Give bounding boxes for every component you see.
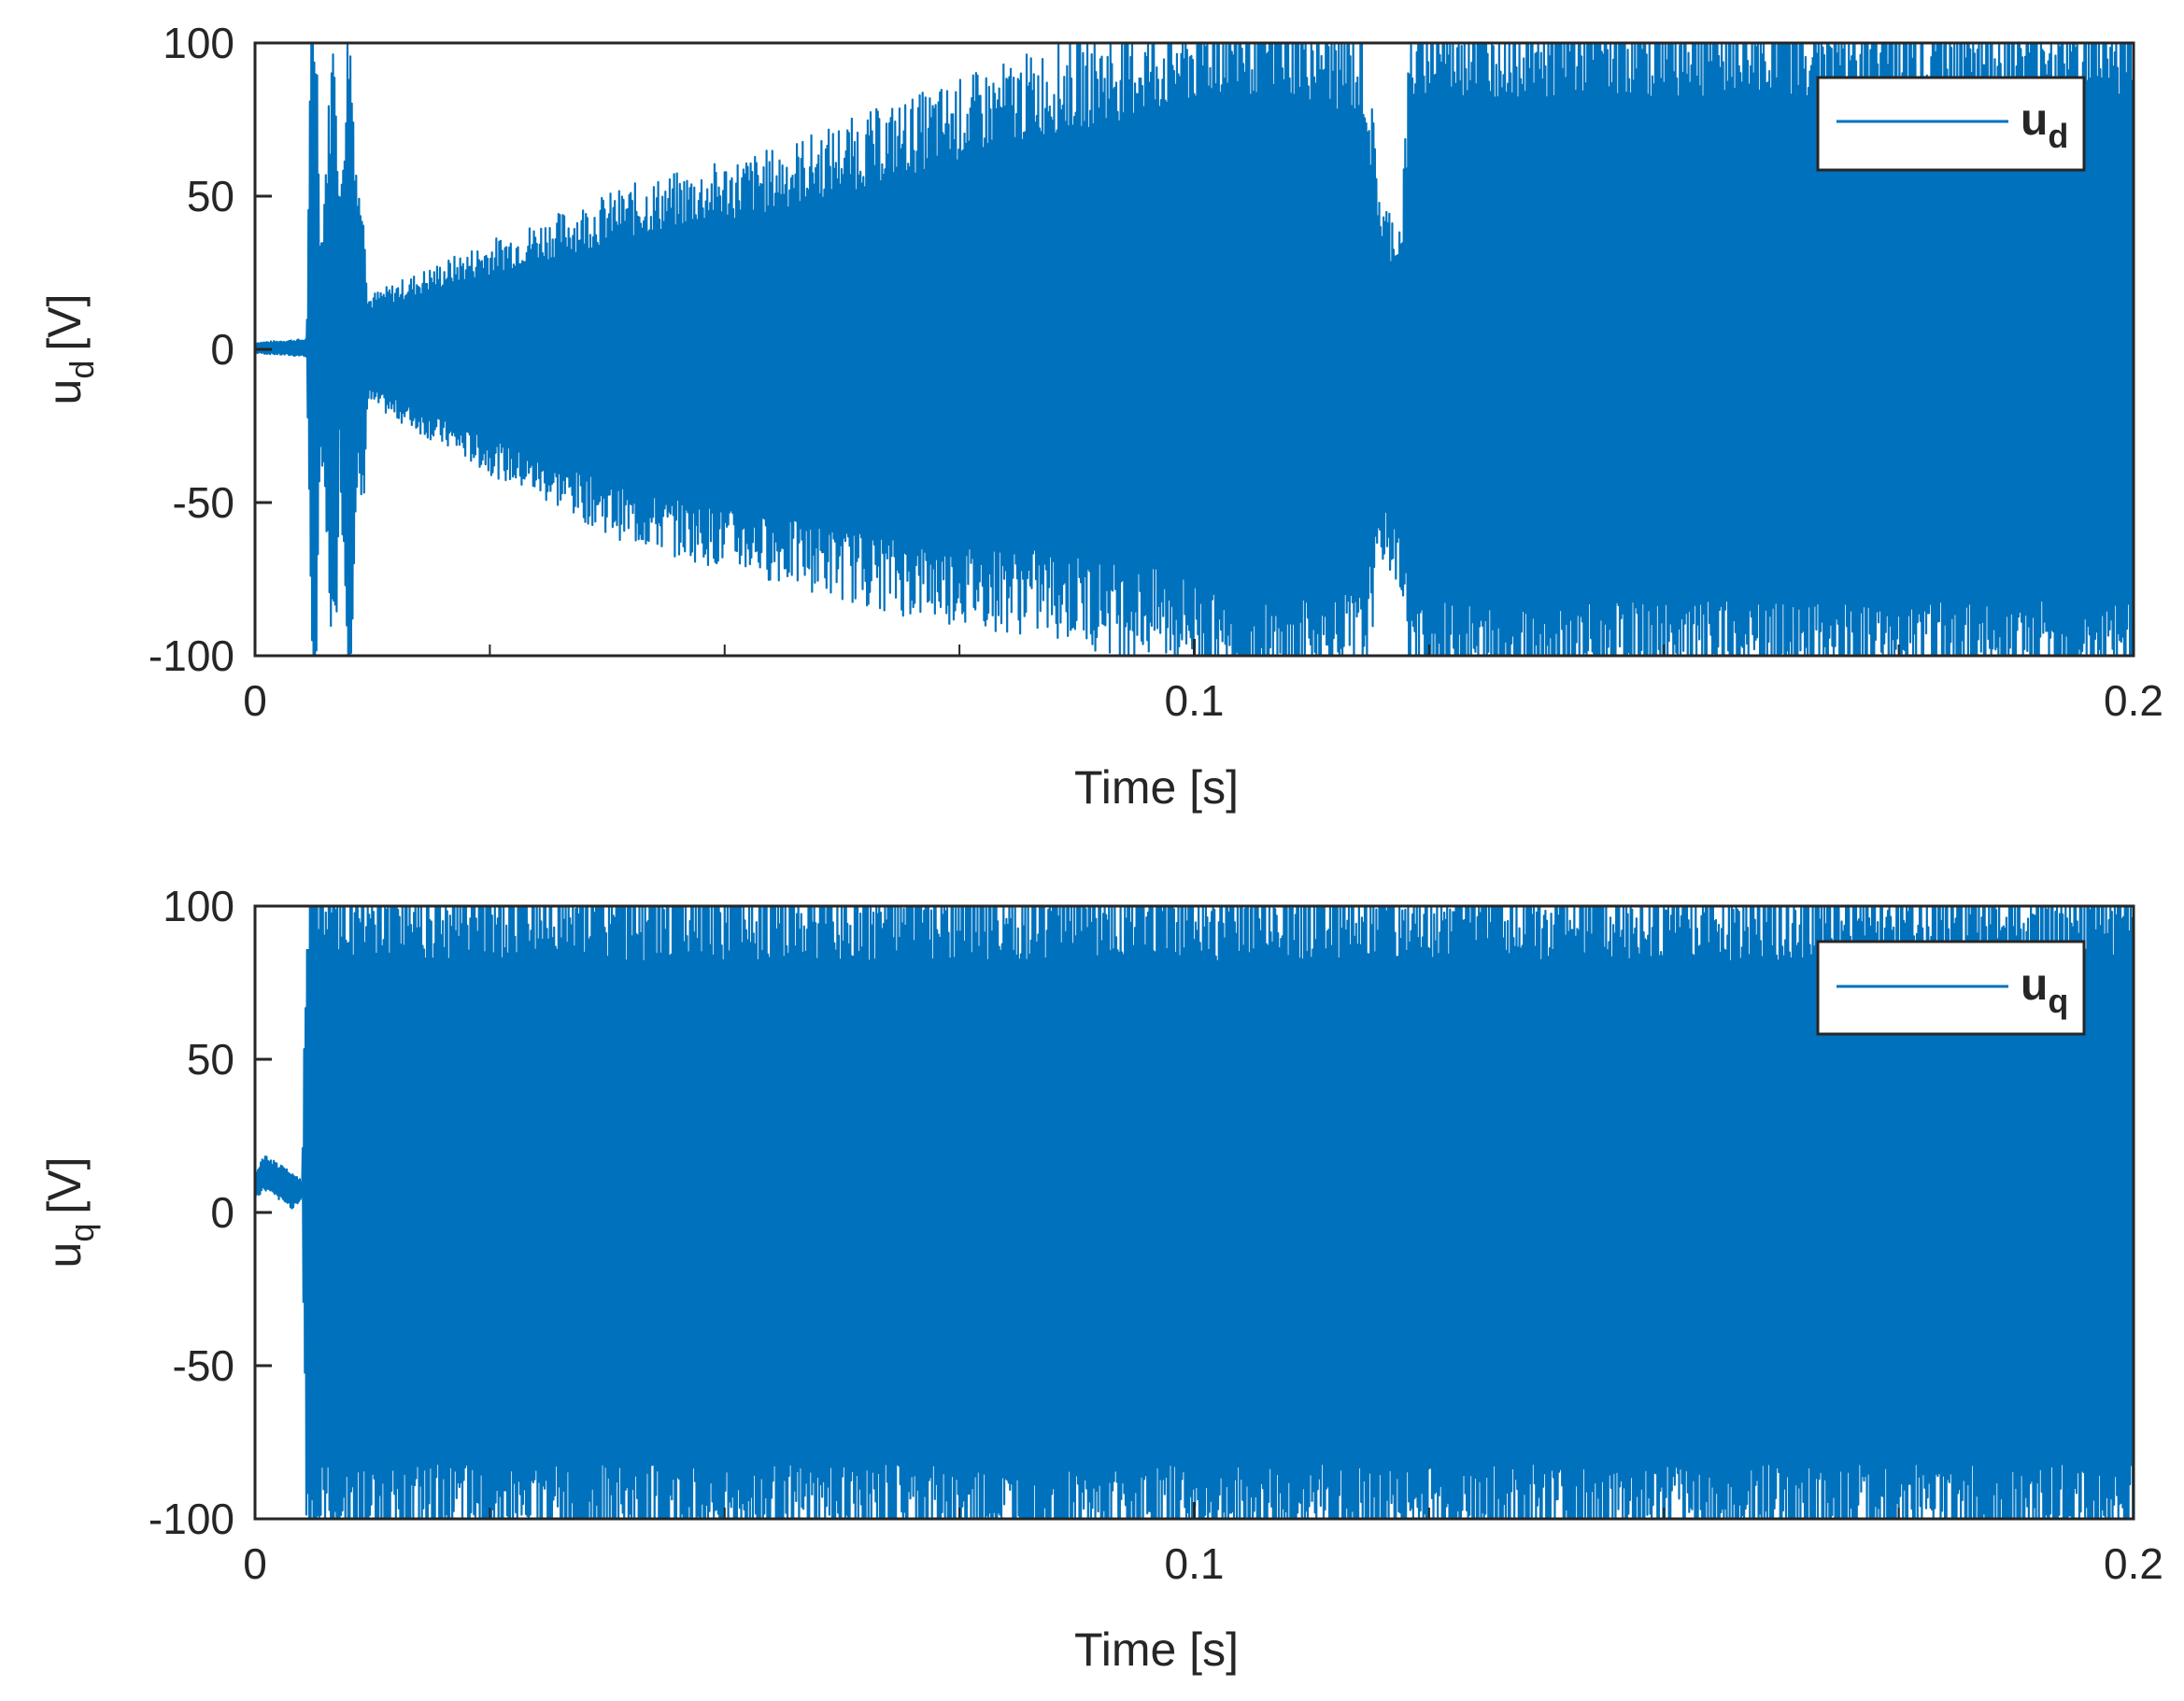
y-axis-label: ud [V] [38, 294, 101, 405]
y-tick-label: -50 [173, 1341, 234, 1390]
legend-label-subscript: d [2048, 117, 2068, 155]
y-axis-label-subscript: d [63, 361, 101, 379]
series-line-uq [255, 906, 2134, 1519]
legend-label-main: u [2021, 95, 2048, 145]
y-tick-label: 50 [187, 172, 234, 220]
y-tick-label: 0 [210, 1188, 234, 1237]
axis-ticks: 0 0.1 0.2 100 50 0 -50 -100 [149, 19, 2163, 725]
y-axis-label-main: u [38, 379, 91, 405]
y-tick-label: -100 [149, 631, 234, 680]
legend-label-main: u [2021, 960, 2048, 1010]
y-tick-label: 100 [163, 882, 234, 930]
axis-ticks: 0 0.1 0.2 100 50 0 -50 -100 [149, 882, 2163, 1588]
legend-ud: ud [1816, 76, 2086, 172]
x-tick-label: 0.1 [1165, 676, 1225, 725]
x-tick-label: 0 [243, 1539, 267, 1588]
y-tick-label: -50 [173, 478, 234, 527]
legend-label: ud [2021, 95, 2068, 155]
series-uq-group [255, 906, 2134, 1519]
x-tick-label: 0.2 [2104, 1539, 2163, 1588]
x-tick-label: 0.1 [1165, 1539, 1225, 1588]
y-axis-label-unit: [V] [38, 294, 91, 351]
x-tick-label: 0 [243, 676, 267, 725]
series-line-ud [255, 43, 2134, 656]
legend-box [1816, 76, 2086, 172]
legend-label-subscript: q [2048, 982, 2068, 1020]
x-tick-label: 0.2 [2104, 676, 2163, 725]
y-axis-label-subscript: q [63, 1224, 101, 1242]
y-axis-label-unit: [V] [38, 1157, 91, 1214]
y-tick-label: 0 [210, 325, 234, 374]
y-tick-label: -100 [149, 1495, 234, 1543]
y-axis-label-main: u [38, 1242, 91, 1269]
y-axis-label: uq [V] [38, 1157, 101, 1269]
y-tick-label: 100 [163, 19, 234, 67]
legend-uq: uq [1816, 940, 2086, 1036]
x-axis-label: Time [s] [1074, 1623, 1239, 1676]
legend-label: uq [2021, 960, 2068, 1020]
series-ud-group [255, 43, 2134, 656]
y-tick-label: 50 [187, 1035, 234, 1084]
x-axis-label: Time [s] [1074, 761, 1239, 814]
